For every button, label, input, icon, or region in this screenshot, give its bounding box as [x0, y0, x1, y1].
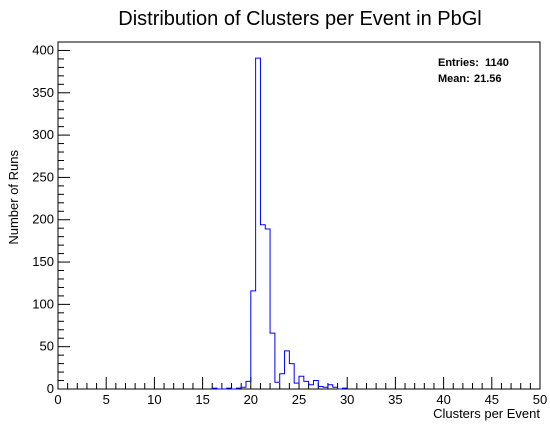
- y-tick-label: 350: [32, 85, 54, 100]
- x-axis-label: Clusters per Event: [433, 406, 540, 421]
- histogram-bins: [212, 58, 347, 389]
- x-tick-label: 35: [388, 392, 402, 407]
- histogram-bin: [280, 374, 285, 389]
- x-tick-label: 45: [485, 392, 499, 407]
- x-axis: 0 5 10 15 20 25 30 35 40 45 50: [54, 377, 547, 407]
- y-tick-label: 100: [32, 296, 54, 311]
- histogram-bin: [289, 364, 294, 389]
- x-tick-label: 20: [244, 392, 258, 407]
- x-tick-label: 40: [436, 392, 450, 407]
- x-tick-label: 25: [292, 392, 306, 407]
- stats-entries-label: Entries:: [438, 57, 479, 69]
- y-tick-label: 400: [32, 42, 54, 57]
- chart-title: Distribution of Clusters per Event in Pb…: [118, 8, 482, 30]
- histogram-bin: [313, 381, 318, 389]
- histogram-bin: [304, 381, 309, 389]
- stats-entries-value: 1140: [485, 57, 509, 69]
- y-tick-label: 150: [32, 254, 54, 269]
- histogram-bin: [294, 383, 299, 389]
- x-tick-label: 30: [340, 392, 354, 407]
- histogram-bin: [265, 229, 270, 389]
- stats-mean-label: Mean:: [438, 73, 470, 85]
- y-axis-label: Number of Runs: [6, 150, 21, 245]
- histogram-outline: [211, 57, 348, 390]
- stats-mean-value: 21.56: [474, 73, 502, 85]
- plot-frame: [57, 41, 541, 390]
- y-tick-label: 200: [32, 212, 54, 227]
- histogram-bin: [251, 291, 256, 389]
- histogram-bin: [275, 382, 280, 389]
- y-axis: 0 50 100 150 200 250 300 350 400: [32, 41, 70, 396]
- y-tick-label: 0: [47, 381, 54, 396]
- histogram-bin: [285, 351, 290, 389]
- x-tick-label: 10: [147, 392, 161, 407]
- histogram-bin: [328, 385, 333, 389]
- histogram-bin: [256, 58, 261, 389]
- histogram-bin: [270, 333, 275, 389]
- x-tick-label: 0: [54, 392, 61, 407]
- y-tick-label: 50: [40, 339, 54, 354]
- histogram-bin: [260, 225, 265, 389]
- x-tick-label: 50: [533, 392, 547, 407]
- histogram-bin: [299, 376, 304, 389]
- y-tick-label: 250: [32, 169, 54, 184]
- x-tick-label: 15: [195, 392, 209, 407]
- x-tick-label: 5: [103, 392, 110, 407]
- y-tick-label: 300: [32, 127, 54, 142]
- histogram-bin: [246, 381, 251, 389]
- stats-box: Entries: 1140 Mean: 21.56: [438, 57, 509, 85]
- plot-border: [57, 41, 541, 390]
- histogram-bin: [309, 385, 314, 389]
